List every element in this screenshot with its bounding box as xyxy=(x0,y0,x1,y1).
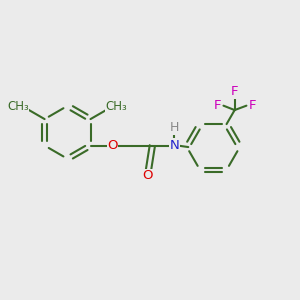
Text: F: F xyxy=(231,85,238,98)
Text: F: F xyxy=(214,99,221,112)
Text: O: O xyxy=(107,139,118,152)
Text: CH₃: CH₃ xyxy=(106,100,128,113)
Text: O: O xyxy=(143,169,153,182)
Text: N: N xyxy=(169,139,179,152)
Text: CH₃: CH₃ xyxy=(7,100,29,113)
Text: H: H xyxy=(170,122,179,134)
Text: F: F xyxy=(249,99,256,112)
